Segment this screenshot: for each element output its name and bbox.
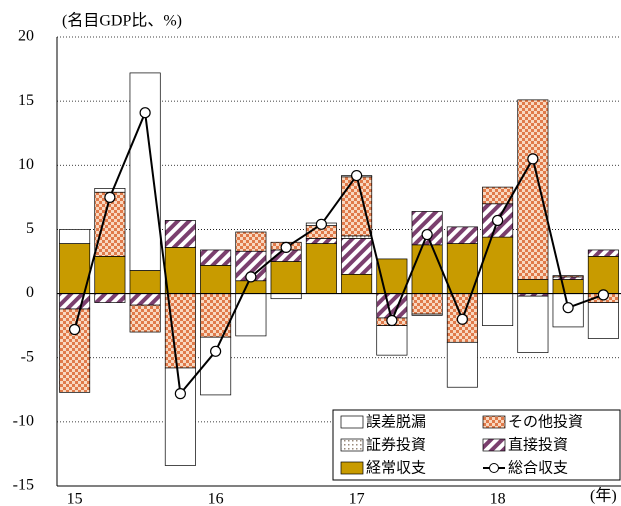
bar-segment bbox=[94, 293, 126, 303]
legend-label: 直接投資 bbox=[508, 436, 568, 454]
line-marker bbox=[280, 241, 292, 253]
bar-segment bbox=[200, 264, 232, 294]
y-axis-label: (名目GDP比、%) bbox=[62, 12, 182, 30]
line-marker bbox=[139, 107, 151, 119]
bar-segment bbox=[446, 243, 478, 294]
bar-segment bbox=[517, 99, 549, 280]
bar-segment bbox=[235, 293, 267, 337]
line-marker bbox=[174, 388, 186, 400]
legend-swatch bbox=[340, 438, 364, 452]
bar-segment bbox=[129, 304, 161, 333]
x-tick-label: 15 bbox=[67, 491, 83, 506]
bar-segment bbox=[341, 273, 373, 294]
bar-segment bbox=[446, 226, 478, 244]
y-tick-label: 5 bbox=[26, 220, 34, 237]
bar-segment bbox=[552, 276, 584, 280]
y-tick-label: -5 bbox=[21, 348, 34, 365]
y-tick-label: 15 bbox=[18, 92, 34, 109]
line-marker bbox=[527, 153, 539, 165]
bar-segment bbox=[200, 336, 232, 396]
bar-segment bbox=[235, 280, 267, 294]
legend-label: その他投資 bbox=[508, 413, 583, 431]
bar-segment bbox=[94, 188, 126, 193]
bar-segment bbox=[235, 231, 267, 252]
x-tick-label: 18 bbox=[490, 491, 506, 506]
bar-segment bbox=[59, 293, 91, 310]
bar-segment bbox=[482, 236, 514, 294]
bar-segment bbox=[270, 261, 302, 294]
bar-segment bbox=[552, 279, 584, 294]
line-marker bbox=[210, 345, 222, 357]
bar-segment bbox=[341, 238, 373, 275]
bar-segment bbox=[129, 72, 161, 271]
legend-swatch bbox=[482, 415, 506, 429]
line-marker bbox=[597, 289, 609, 301]
legend-label: 誤差脱漏 bbox=[366, 413, 426, 431]
bar-segment bbox=[376, 325, 408, 356]
legend-swatch bbox=[482, 438, 506, 452]
line-marker bbox=[351, 169, 363, 182]
bar-segment bbox=[59, 308, 91, 393]
x-tick-label: 17 bbox=[349, 491, 365, 506]
bar-segment bbox=[94, 256, 126, 294]
y-tick-label: -15 bbox=[13, 477, 34, 494]
bar-segment bbox=[446, 341, 478, 388]
bar-segment bbox=[587, 256, 619, 294]
bar-segment bbox=[129, 293, 161, 306]
legend-label: 証券投資 bbox=[366, 436, 426, 454]
y-tick-label: 20 bbox=[18, 28, 34, 45]
bar-segment bbox=[305, 238, 337, 244]
bar-segment bbox=[411, 293, 443, 315]
line-marker bbox=[104, 191, 116, 203]
line-marker bbox=[492, 214, 504, 227]
bar-segment bbox=[164, 220, 196, 248]
line-marker bbox=[456, 313, 468, 325]
y-tick-label: 10 bbox=[18, 156, 34, 173]
bar-segment bbox=[411, 244, 443, 294]
bar-segment bbox=[129, 270, 161, 294]
line-marker bbox=[245, 271, 257, 283]
y-tick-label: -10 bbox=[13, 413, 34, 430]
legend-label: 総合収支 bbox=[508, 459, 568, 477]
legend-box bbox=[332, 409, 621, 481]
legend-swatch bbox=[489, 463, 499, 473]
bar-segment bbox=[587, 302, 619, 339]
line-marker bbox=[421, 228, 433, 241]
bar-segment bbox=[552, 275, 584, 278]
bar-segment bbox=[59, 229, 91, 244]
bar-segment bbox=[587, 249, 619, 257]
bar-segment bbox=[411, 313, 443, 316]
x-axis-label: (年) bbox=[590, 487, 617, 505]
line-marker bbox=[315, 218, 327, 230]
bar-segment bbox=[164, 247, 196, 294]
bar-segment bbox=[341, 235, 373, 239]
y-tick-label: 0 bbox=[26, 284, 34, 301]
bar-segment bbox=[164, 367, 196, 466]
x-tick-label: 16 bbox=[208, 491, 224, 506]
line-marker bbox=[69, 323, 81, 336]
legend-swatch bbox=[340, 461, 364, 475]
bar-segment bbox=[305, 243, 337, 294]
bar-segment bbox=[200, 249, 232, 266]
line-marker bbox=[386, 314, 398, 327]
legend-label: 経常収支 bbox=[366, 459, 426, 477]
bar-segment bbox=[341, 176, 373, 237]
line-marker bbox=[562, 302, 574, 314]
bar-segment bbox=[517, 295, 549, 353]
bar-segment bbox=[482, 293, 514, 326]
line bbox=[73, 108, 604, 397]
bar-segment bbox=[517, 279, 549, 294]
bar-segment bbox=[270, 293, 302, 300]
legend-swatch bbox=[340, 415, 364, 429]
